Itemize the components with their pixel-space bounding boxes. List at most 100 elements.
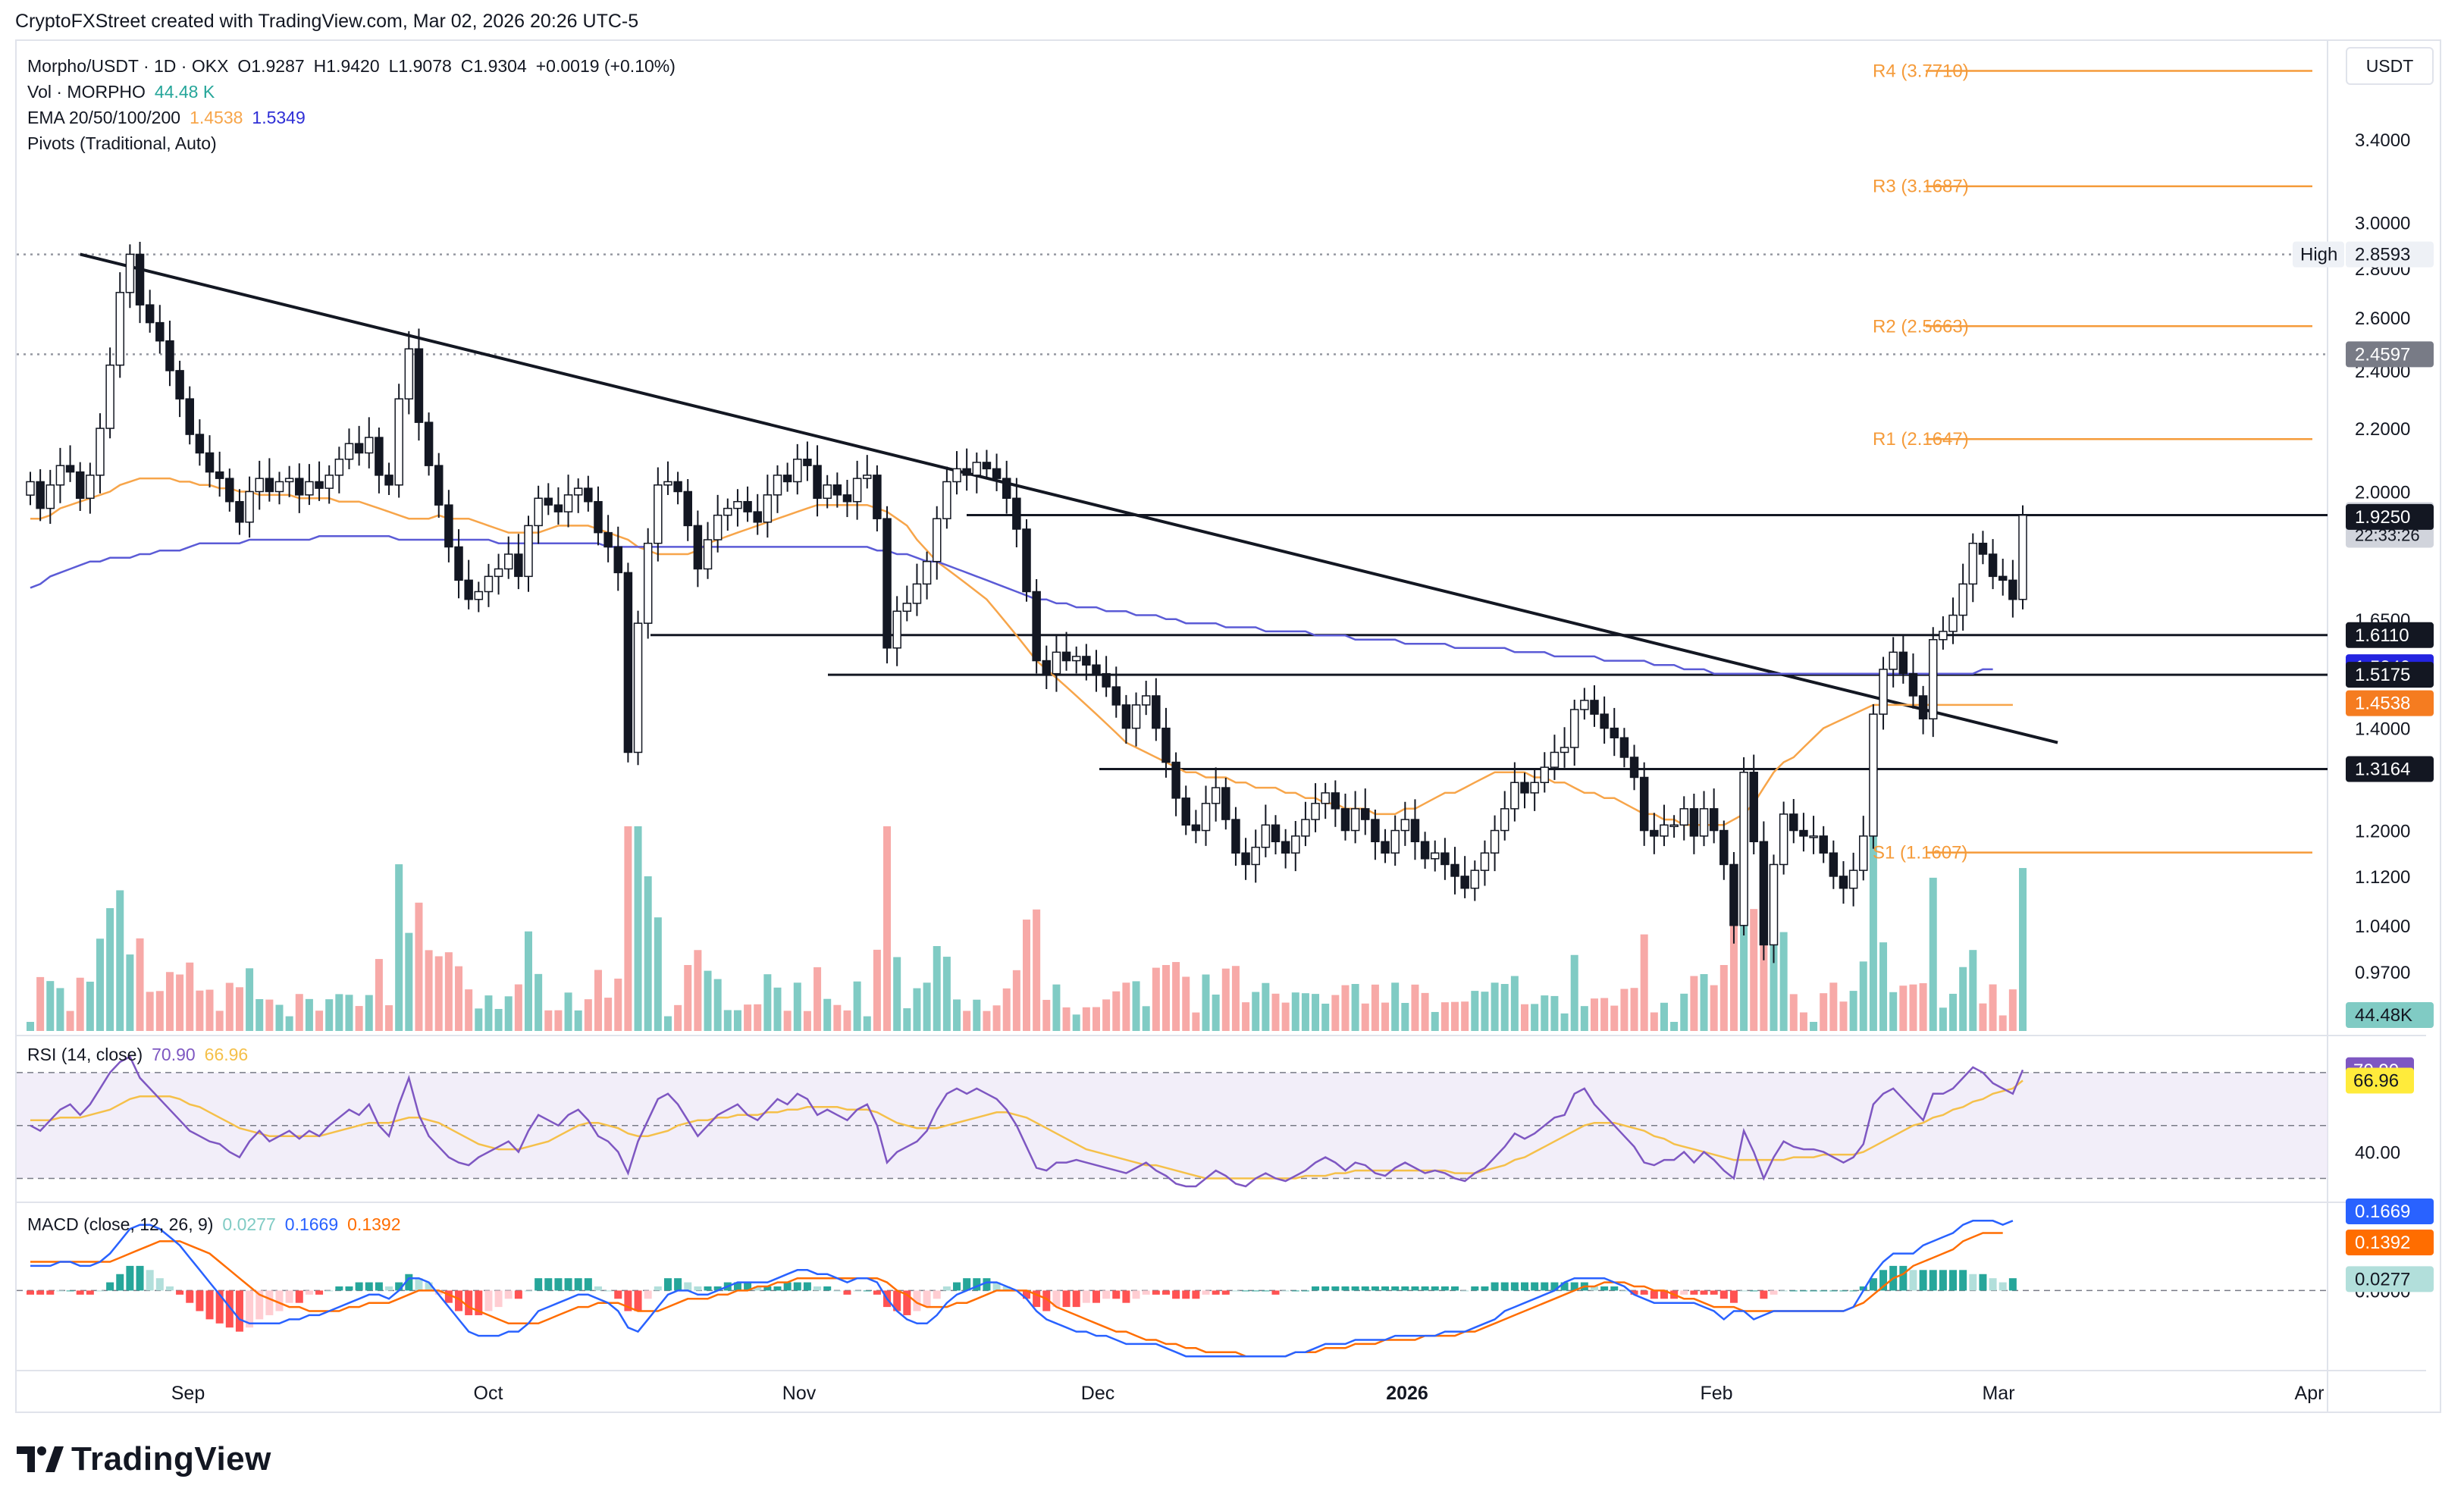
candle-body <box>1261 824 1271 848</box>
currency-button[interactable]: USDT <box>2346 47 2434 85</box>
volume-bar <box>275 1004 284 1031</box>
candle-body <box>503 553 513 570</box>
candle-body <box>882 518 892 649</box>
candle-body <box>225 478 234 503</box>
macd-histogram-bar <box>1122 1290 1130 1303</box>
volume-bar <box>1212 995 1220 1031</box>
candle-body <box>1331 792 1340 810</box>
candle-body <box>524 525 533 578</box>
candle-body <box>534 497 543 527</box>
candle-body <box>623 572 633 754</box>
macd-histogram-bar <box>1998 1282 2007 1291</box>
macd-signal-line <box>30 1232 2003 1358</box>
macd-histogram-bar <box>514 1290 522 1299</box>
macd-histogram-bar <box>1082 1290 1090 1303</box>
candle-body <box>594 500 603 534</box>
candle-body <box>584 487 593 503</box>
macd-histogram-bar <box>1331 1286 1340 1291</box>
candle-body <box>613 546 623 574</box>
candle-body <box>494 568 503 578</box>
macd-histogram-bar <box>1451 1286 1459 1291</box>
volume-bar <box>1680 993 1688 1031</box>
macd-histogram-bar <box>1401 1286 1409 1291</box>
volume-bar <box>1690 976 1698 1031</box>
candle-body <box>782 475 792 483</box>
rsi-ma-axis-tag-label: 66.96 <box>2353 1071 2399 1092</box>
candle-body <box>36 481 45 509</box>
candle-body <box>553 504 563 512</box>
candle-body <box>1092 664 1101 675</box>
candle-body <box>424 421 434 466</box>
candle-body <box>404 348 414 400</box>
candle-body <box>1301 819 1310 837</box>
volume-bar <box>1491 982 1499 1031</box>
rsi-label[interactable]: RSI (14, close) <box>27 1045 143 1064</box>
price-axis-tag <box>2346 341 2434 368</box>
ema-value-2: 1.5349 <box>252 108 306 127</box>
macd-histogram-bar <box>1381 1286 1390 1291</box>
macd-histogram-bar <box>923 1290 931 1308</box>
volume-bar <box>644 876 652 1031</box>
macd-label[interactable]: MACD (close, 12, 26, 9) <box>27 1214 214 1234</box>
macd-histogram-bar <box>1909 1270 1917 1291</box>
volume-bar <box>465 989 473 1031</box>
volume-bar <box>2019 868 2027 1031</box>
macd-histogram-bar <box>1500 1282 1509 1291</box>
volume-bar <box>1161 965 1170 1031</box>
volume-bar <box>1012 970 1020 1031</box>
macd-histogram-bar <box>1262 1290 1270 1292</box>
candle-body <box>324 475 334 489</box>
volume-bar <box>1152 967 1160 1031</box>
volume-bar <box>255 999 264 1031</box>
macd-histogram-bar <box>215 1290 224 1324</box>
ema-label[interactable]: EMA 20/50/100/200 <box>27 108 181 127</box>
macd-histogram-bar <box>1212 1290 1220 1295</box>
volume-bar <box>1610 1005 1619 1031</box>
macd-histogram-bar <box>1102 1290 1111 1299</box>
candle-body <box>832 484 842 496</box>
macd-histogram-bar <box>475 1290 483 1315</box>
signal-value: 0.1392 <box>347 1214 401 1234</box>
tradingview-logo[interactable]: TradingView <box>17 1440 271 1478</box>
candle-body <box>1998 575 2008 581</box>
macd-histogram-bar <box>465 1290 473 1315</box>
volume-bar <box>853 981 861 1031</box>
macd-histogram-bar <box>1281 1290 1290 1292</box>
volume-bar <box>1829 982 1838 1031</box>
volume-bar <box>1550 995 1559 1031</box>
macd-histogram-bar <box>186 1290 194 1303</box>
volume-bar <box>1461 1001 1469 1031</box>
candle-body <box>96 428 105 476</box>
volume-bar <box>534 973 543 1031</box>
candle-body <box>1350 808 1360 832</box>
candle-body <box>1769 863 1779 946</box>
candle-body <box>1779 813 1788 866</box>
candle-body <box>1082 656 1091 666</box>
macd-histogram-bar <box>1650 1290 1658 1299</box>
macd-histogram-bar <box>155 1278 164 1291</box>
volume-bar <box>215 1010 224 1031</box>
candle-body <box>1450 863 1459 877</box>
rsi-line <box>30 1055 2024 1188</box>
macd-histogram-bar <box>1869 1278 1877 1291</box>
rsi-y-tick-label: 40.00 <box>2355 1143 2400 1164</box>
pivots-label[interactable]: Pivots (Traditional, Auto) <box>27 133 217 153</box>
volume-label[interactable]: Vol · MORPHO <box>27 82 146 102</box>
symbol-title[interactable]: Morpho/USDT · 1D · OKX <box>27 56 229 76</box>
volume-bar <box>1291 992 1299 1031</box>
candle-body <box>1480 852 1490 871</box>
candle-body <box>1958 583 1967 616</box>
candle-body <box>1102 672 1111 688</box>
macd-histogram-bar <box>146 1270 154 1291</box>
volume-bar <box>1989 984 1997 1031</box>
macd-histogram-bar <box>1391 1286 1400 1291</box>
macd-histogram-bar <box>1112 1290 1121 1299</box>
volume-bar <box>733 1010 741 1031</box>
volume-bar <box>1779 932 1788 1031</box>
macd-histogram-bar <box>803 1282 811 1291</box>
macd-histogram-bar <box>1690 1290 1698 1295</box>
volume-bar <box>1541 995 1549 1031</box>
candle-body <box>1530 782 1539 794</box>
volume-bar <box>514 984 522 1031</box>
